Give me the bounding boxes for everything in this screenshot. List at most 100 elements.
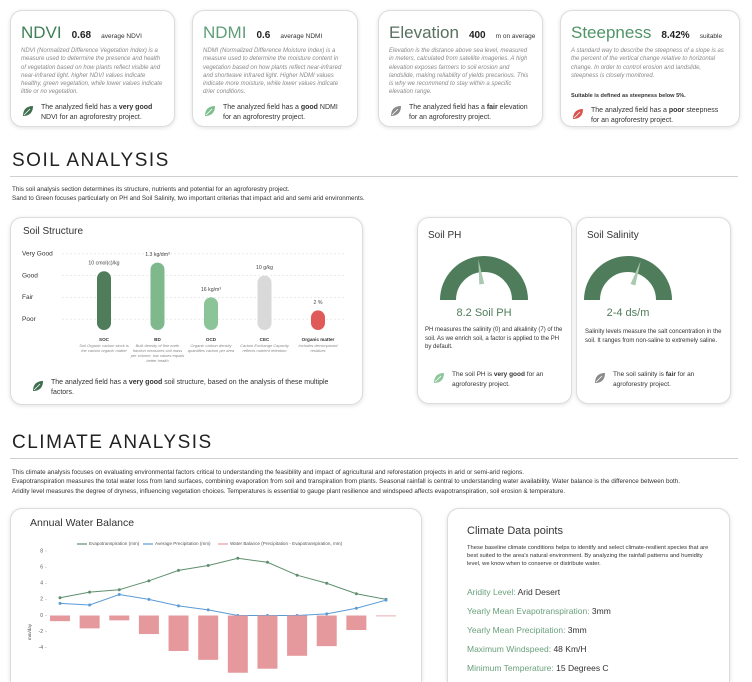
card-description: NDMI (Normalized Difference Moisture Ind… (203, 48, 342, 96)
verdict-suffix: for an agroforestry project. (452, 371, 544, 388)
card-value: 0.6 (256, 30, 271, 41)
leaf-icon (434, 373, 444, 383)
section-description: Sand to Green focuses particularly on PH… (12, 195, 365, 203)
water-balance-card: Annual Water Balance (10, 508, 422, 682)
card-description: NDVI (Normalized Difference Vegetation I… (21, 48, 163, 96)
leaf-icon (33, 381, 43, 391)
section-description: Evapotranspiration measures the total wa… (12, 478, 681, 486)
bar-note: Includes decomposed residues (298, 343, 338, 353)
verdict-rating: very good (118, 104, 153, 111)
card-description: Salinity levels measure the salt concent… (585, 329, 722, 344)
climate-item-label: Yearly Mean Precipitation: (467, 625, 568, 635)
verdict-prefix: The analyzed field has a (409, 104, 487, 111)
verdict-rating: very good (128, 379, 163, 386)
climate-data-card: Climate Data points These baseline climat… (447, 508, 730, 682)
card-description: These baseline climate conditions helps … (467, 545, 709, 568)
card-title: Soil PH (428, 230, 462, 241)
card-note: Suitable is defined as steepness below 5… (571, 93, 686, 99)
leaf-vein (205, 108, 213, 116)
verdict-rating: very good (493, 371, 525, 378)
card-title: Soil Salinity (587, 230, 639, 241)
section-rule (10, 176, 738, 177)
leaf-vein (573, 111, 581, 119)
soil-salinity-card: Soil Salinity Salinity levels measure the… (576, 217, 731, 404)
section-rule (10, 458, 738, 459)
card-unit: suitable (699, 33, 723, 40)
card-description: A standard way to describe the steepness… (571, 48, 724, 79)
climate-item-value: Arid Desert (517, 587, 561, 597)
card-title: Soil Structure (23, 226, 84, 237)
section-description: This climate analysis focuses on evaluat… (12, 469, 525, 476)
card-description: PH measures the salinity (0) and alkalin… (425, 327, 563, 350)
leaf-icon (23, 106, 33, 116)
verdict-rating: good (300, 104, 318, 111)
climate-item-label: Yearly Mean Evapotranspiration: (467, 606, 592, 616)
climate-item: Yearly Mean Evapotranspiration: 3mm (467, 606, 611, 616)
verdict-text: The soil salinity is fair for an agrofor… (613, 370, 725, 389)
climate-item-value: 15 Degrees C (556, 663, 609, 673)
leaf-vein (391, 108, 399, 116)
leaf-icon (205, 106, 215, 116)
verdict-rating: poor (668, 107, 685, 114)
card-value: 400 (468, 30, 486, 41)
climate-item-value: 48 Km/H (553, 644, 587, 654)
verdict-prefix: The analyzed field has a (223, 104, 301, 111)
bar-note: Carbon Exchange Capacity reflects nutrie… (240, 343, 289, 353)
verdict-rating: fair (486, 104, 498, 111)
verdict-text: The analyzed field has a fair elevation … (409, 103, 530, 123)
climate-item-label: Minimum Temperature: (467, 663, 557, 673)
leaf-vein (434, 375, 442, 383)
climate-item: Maximum Windspeed: 48 Km/H (467, 644, 587, 654)
leaf-icon (391, 106, 401, 116)
verdict-suffix: elevation for an agroforestry project. (409, 104, 528, 121)
card-unit: m on average (495, 33, 536, 40)
climate-item-label: Aridity Level: (467, 587, 518, 597)
bar-note: Soil Organic carbon stock is the carbon … (79, 343, 129, 353)
card-title: NDMI (203, 23, 247, 42)
bar-note: Bulk density of fine earth fraction meas… (130, 343, 185, 363)
verdict-suffix: steepness for an agroforestry project. (591, 107, 719, 124)
card-header: Elevation 400 m on average (389, 23, 535, 43)
section-description: Aridity level measures the degree of dry… (12, 487, 566, 495)
card-description: Elevation is the distance above sea leve… (389, 48, 529, 96)
section-description: This soil analysis section determines it… (12, 186, 290, 193)
section-heading: CLIMATE ANALYSIS (12, 432, 213, 453)
metric-card: NDVI 0.68 average NDVI NDVI (Normalized Dif… (10, 10, 175, 127)
card-title: NDVI (21, 23, 62, 42)
verdict-suffix: NDVI for an agroforestry project. (41, 114, 142, 121)
verdict-text: The analyzed field has a very good NDVI … (41, 103, 162, 123)
climate-item-label: Maximum Windspeed: (467, 644, 554, 654)
card-unit: average NDMI (280, 33, 323, 40)
section-heading: SOIL ANALYSIS (12, 150, 170, 171)
verdict-text: The analyzed field has a poor steepness … (591, 106, 727, 126)
verdict-prefix: The soil salinity is (613, 371, 666, 378)
verdict-text: The soil PH is very good for an agrofore… (452, 370, 564, 389)
verdict-prefix: The analyzed field has a (591, 107, 669, 114)
verdict-suffix: NDMI for an agroforestry project. (223, 104, 338, 121)
card-unit: average NDVI (101, 33, 142, 40)
soil-structure-card: Soil Structure The analyzed field has a v… (10, 217, 363, 405)
verdict-text: The analyzed field has a good NDMI for a… (223, 103, 345, 123)
verdict-prefix: The analyzed field has a (51, 379, 129, 386)
bar-note: Organic carbon density quantifies carbon… (187, 343, 235, 353)
verdict-suffix: soil structure, based on the analysis of… (51, 379, 329, 396)
card-title: Steepness (571, 23, 652, 42)
metric-card: NDMI 0.6 average NDMI NDMI (Normalized Diff… (192, 10, 358, 127)
verdict-prefix: The analyzed field has a (41, 104, 119, 111)
climate-item-value: 3mm (567, 625, 587, 635)
metric-card: Elevation 400 m on average Elevation is the… (378, 10, 543, 127)
climate-item: Aridity Level: Arid Desert (467, 587, 560, 597)
verdict-rating: fair (665, 371, 676, 378)
leaf-icon (573, 109, 583, 119)
card-title: Climate Data points (467, 525, 563, 537)
card-header: NDMI 0.6 average NDMI (203, 23, 322, 43)
card-value: 0.68 (71, 30, 92, 41)
climate-item: Yearly Mean Precipitation: 3mm (467, 625, 587, 635)
leaf-icon (595, 373, 605, 383)
verdict-prefix: The soil PH is (452, 371, 494, 378)
card-value: 8.42% (661, 30, 690, 41)
verdict-text: The analyzed field has a very good soil … (51, 378, 351, 398)
climate-item: Minimum Temperature: 15 Degrees C (467, 663, 609, 673)
leaf-vein (33, 383, 41, 391)
